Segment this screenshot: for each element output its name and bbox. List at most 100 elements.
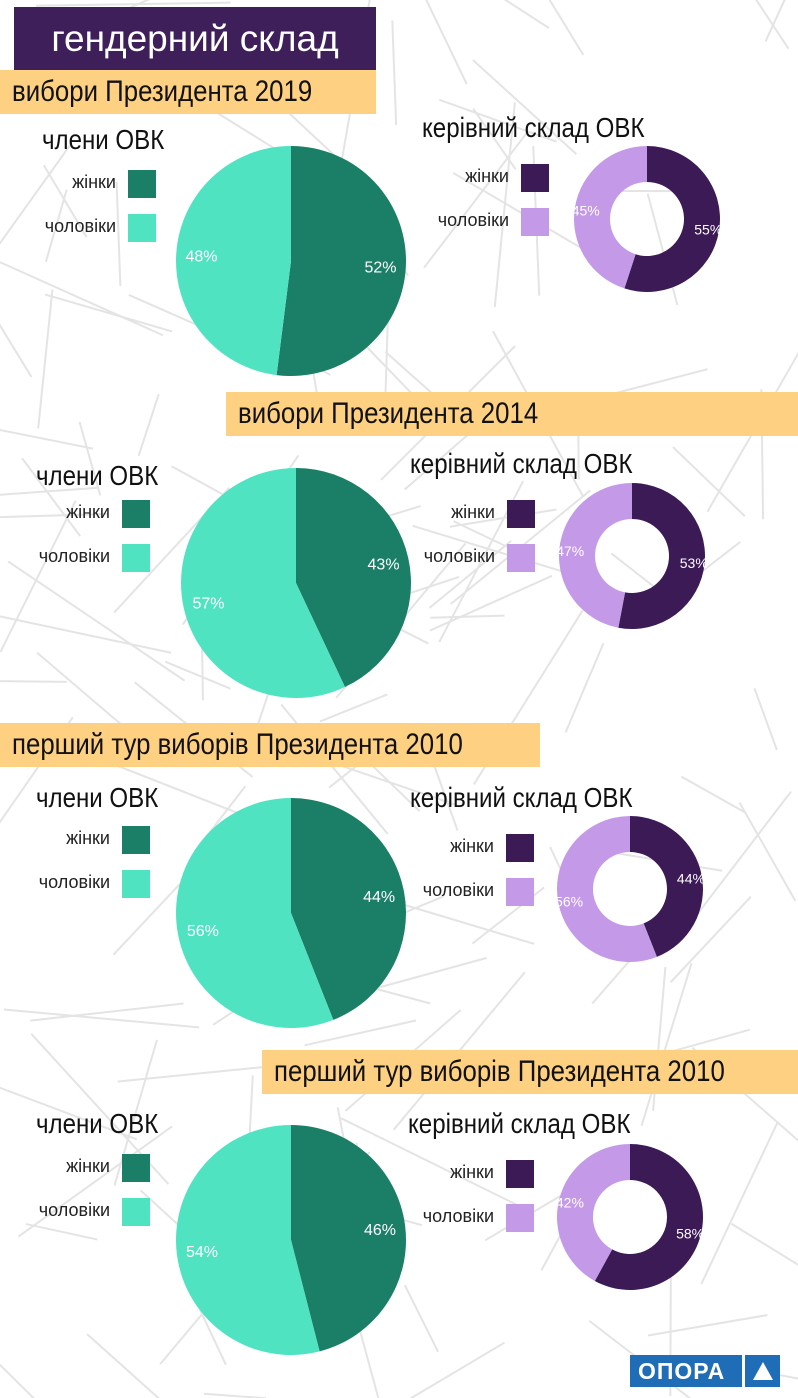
legend-women-swatch xyxy=(122,500,150,528)
leadership-chart-title: керівний склад ОВК xyxy=(410,782,669,814)
background-line xyxy=(548,0,585,56)
leadership-title-text: керівний склад ОВК xyxy=(408,1108,631,1139)
legend-men-label: чоловіки xyxy=(423,546,495,566)
legend-men-swatch xyxy=(122,870,150,898)
legend-women-label: жінки xyxy=(66,828,110,848)
logo-text: ОПОРА xyxy=(638,1358,726,1384)
slice-women xyxy=(594,1144,704,1290)
leadership-chart-title: керівний склад ОВК xyxy=(422,112,681,144)
legend-women-label: жінки xyxy=(66,502,110,522)
slice-label: 43% xyxy=(368,556,400,573)
slice-label: 42% xyxy=(556,1195,584,1211)
slice-women xyxy=(618,483,706,629)
legend-men-label: чоловіки xyxy=(38,1200,110,1220)
members-chart-title: члени ОВК xyxy=(36,460,178,492)
background-line xyxy=(0,261,164,337)
background-line xyxy=(0,144,71,245)
opora-logo: ОПОРА xyxy=(630,1355,780,1387)
slice-label: 47% xyxy=(556,543,584,559)
legend-men-swatch xyxy=(128,214,156,242)
members-chart-title: члени ОВК xyxy=(36,782,178,814)
background-line xyxy=(340,1117,517,1206)
background-line xyxy=(429,754,459,831)
background-line xyxy=(42,164,88,238)
legend-women-label: жінки xyxy=(450,1162,494,1182)
background-line xyxy=(0,1363,35,1398)
background-line xyxy=(0,512,109,519)
background-line xyxy=(401,903,535,945)
legend-men-label: чоловіки xyxy=(44,216,116,236)
background-line xyxy=(564,643,605,733)
background-line xyxy=(680,775,747,814)
background-line xyxy=(137,393,160,457)
members-chart-title: члени ОВК xyxy=(42,124,184,156)
slice-label: 52% xyxy=(365,260,397,277)
page-title: гендерний склад ОВК xyxy=(14,7,376,123)
background-line xyxy=(113,1039,158,1186)
background-line xyxy=(198,1309,227,1366)
legend-women-swatch xyxy=(506,1160,534,1188)
legend-men-swatch xyxy=(507,544,535,572)
slice-men xyxy=(574,146,647,289)
background-line xyxy=(449,508,557,528)
members-chart-title: члени ОВК xyxy=(36,1108,178,1140)
slice-label: 56% xyxy=(555,894,583,910)
section-banner: вибори Президента 2014 xyxy=(226,392,798,436)
section-title: перший тур виборів Президента 2010 xyxy=(274,1055,725,1088)
legend-women-swatch xyxy=(122,1154,150,1182)
background-line xyxy=(107,760,255,821)
slice-label: 44% xyxy=(677,870,705,886)
slice-label: 57% xyxy=(192,596,224,613)
background-line xyxy=(403,1284,439,1353)
slice-label: 54% xyxy=(186,1244,218,1261)
background-line xyxy=(0,486,99,496)
background-line xyxy=(493,102,516,308)
background-line xyxy=(403,433,470,491)
background-line xyxy=(86,1333,160,1398)
background-line xyxy=(17,1125,173,1238)
background-line xyxy=(304,1019,417,1047)
background-line xyxy=(430,614,505,619)
background-line xyxy=(429,574,553,632)
background-line xyxy=(700,1121,779,1285)
background-line xyxy=(44,189,68,263)
legend-men-swatch xyxy=(521,208,549,236)
background-line xyxy=(391,20,398,126)
section-title: вибори Президента 2019 xyxy=(12,75,313,108)
slice-women xyxy=(291,1125,406,1352)
background-line xyxy=(0,428,94,450)
slice-men xyxy=(559,483,632,628)
leadership-title-text: керівний склад ОВК xyxy=(410,782,633,813)
background-line xyxy=(409,1341,505,1398)
slice-men xyxy=(557,1144,630,1281)
background-line xyxy=(25,1222,98,1241)
background-line xyxy=(0,500,77,653)
background-line xyxy=(472,59,577,155)
legend-women-swatch xyxy=(122,826,150,854)
slice-women xyxy=(296,468,411,688)
background-line xyxy=(3,1008,200,1029)
members-title-text: члени ОВК xyxy=(36,1108,159,1139)
slice-women xyxy=(624,146,720,292)
legend-women-swatch xyxy=(521,164,549,192)
section-banner: перший тур виборів Президента 2010 xyxy=(262,1050,798,1094)
background-line xyxy=(37,289,54,429)
leadership-chart-title: керівний склад ОВК xyxy=(408,1108,667,1140)
background-line xyxy=(640,963,693,1127)
background-line xyxy=(738,801,797,902)
legend-women-label: жінки xyxy=(66,1156,110,1176)
legend-women-swatch xyxy=(507,500,535,528)
slice-label: 44% xyxy=(363,889,395,906)
slice-women xyxy=(630,816,703,957)
legend-women-swatch xyxy=(128,170,156,198)
background-line xyxy=(425,0,468,85)
background-line xyxy=(647,1314,768,1337)
slice-label: 45% xyxy=(572,202,600,218)
